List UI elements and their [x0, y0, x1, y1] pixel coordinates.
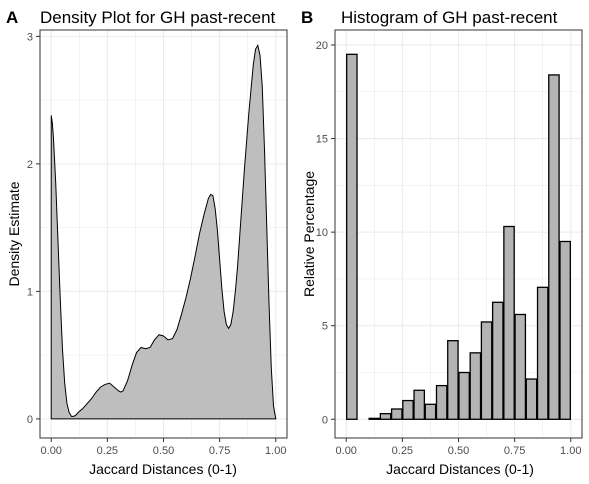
histogram-bar [525, 378, 538, 420]
y-tick-label: 0 [322, 414, 328, 426]
x-tick-label: 0.00 [41, 445, 62, 457]
y-tick-label: 10 [316, 227, 328, 239]
y-tick-label: 3 [27, 31, 33, 43]
density-curve-line [50, 43, 277, 420]
x-tick-label: 0.25 [392, 445, 413, 457]
histogram-bar [379, 413, 392, 420]
histogram-bar [368, 417, 381, 420]
histogram-bar [514, 313, 527, 420]
histogram-bar [536, 286, 549, 420]
y-tick-label: 1 [27, 286, 33, 298]
histogram-ticks: 0.00 0.25 0.50 0.75 1.00 0 5 10 15 20 [316, 40, 582, 457]
x-tick-label: 0.50 [153, 445, 174, 457]
histogram-bar [480, 321, 493, 420]
histogram-bar [413, 389, 426, 420]
histogram-y-axis-label: Relative Percentage [301, 171, 317, 297]
y-tick-label: 20 [316, 40, 328, 52]
panel-a-letter: A [6, 8, 18, 27]
x-tick-label: 1.00 [560, 445, 581, 457]
histogram-bar [491, 301, 504, 420]
x-tick-label: 0.75 [209, 445, 230, 457]
x-tick-label: 1.00 [265, 445, 286, 457]
histogram-bar [402, 399, 414, 420]
y-tick-label: 0 [27, 414, 33, 426]
histogram-bar [390, 408, 403, 420]
histogram-bar [435, 384, 448, 420]
histogram-bar [447, 340, 459, 420]
density-panel: A Density Plot for GH past-recent 0.00 0.… [6, 8, 288, 477]
histogram-title: Histogram of GH past-recent [341, 8, 558, 27]
density-x-axis-label: Jaccard Distances (0-1) [89, 461, 237, 477]
histogram-bar [424, 403, 437, 420]
histogram-bar [548, 74, 560, 420]
y-tick-label: 15 [316, 134, 328, 146]
density-area [51, 45, 276, 419]
histogram-bar [458, 371, 470, 420]
density-y-axis-label: Density Estimate [6, 181, 22, 286]
y-tick-label: 5 [322, 321, 328, 333]
panel-b-letter: B [301, 8, 313, 27]
histogram-panel: B Histogram of GH past-recent 0.00 0.25 0.… [301, 8, 583, 477]
x-tick-label: 0.50 [448, 445, 469, 457]
x-tick-label: 0.25 [97, 445, 118, 457]
x-tick-label: 0.00 [336, 445, 357, 457]
density-ticks: 0.00 0.25 0.50 0.75 1.00 0 1 2 3 [27, 31, 287, 457]
density-plot-title: Density Plot for GH past-recent [40, 8, 276, 27]
histogram-bar [559, 240, 571, 420]
y-tick-label: 2 [27, 159, 33, 171]
x-tick-label: 0.75 [504, 445, 525, 457]
histogram-bars [346, 53, 571, 420]
histogram-bar [503, 225, 515, 420]
histogram-bar [469, 352, 482, 420]
histogram-x-axis-label: Jaccard Distances (0-1) [386, 461, 534, 477]
histogram-bar [346, 53, 358, 420]
